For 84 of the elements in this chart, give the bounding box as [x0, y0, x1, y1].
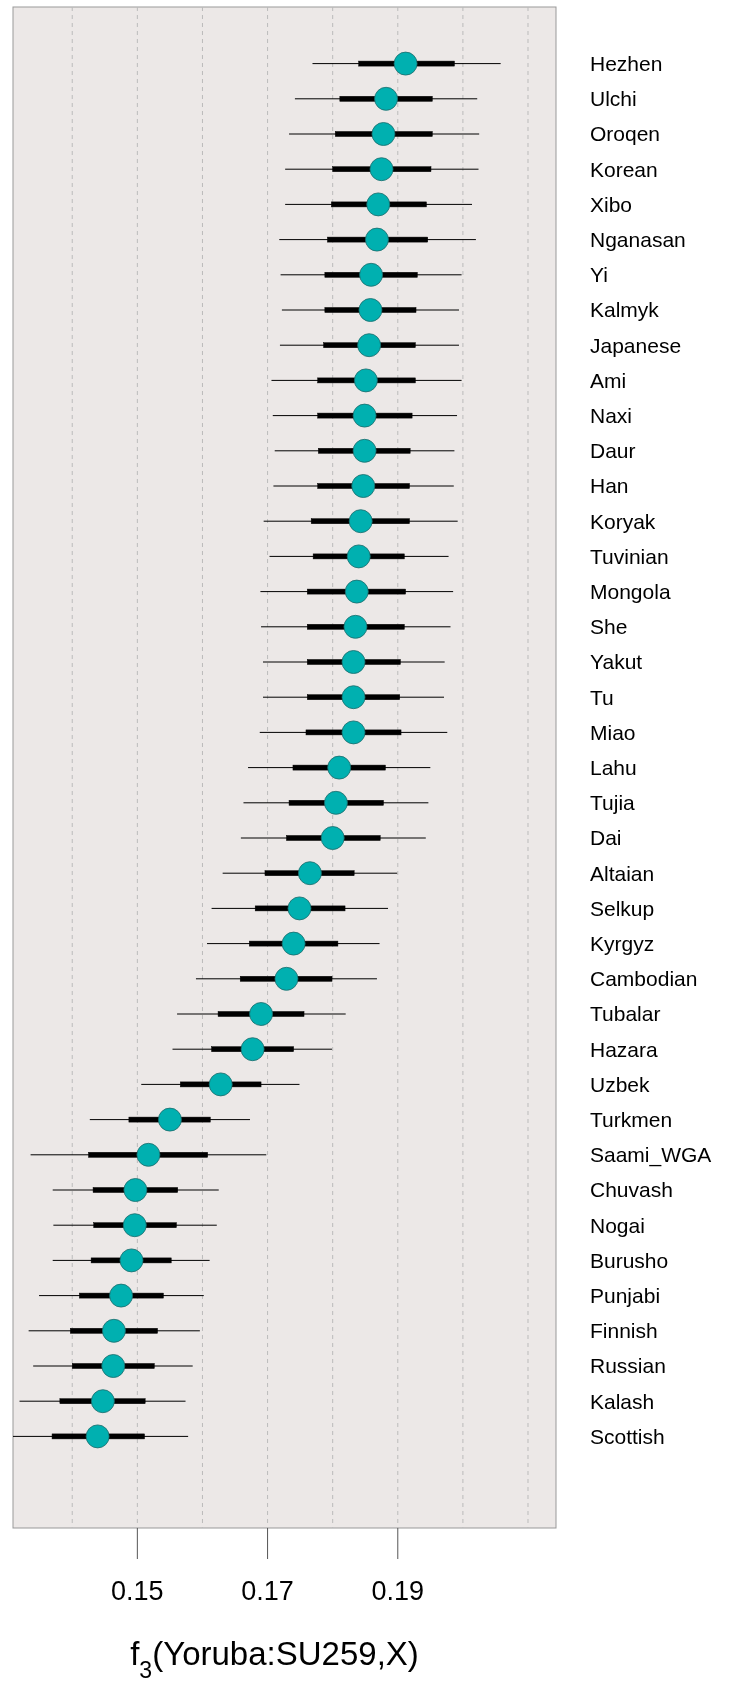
- y-tick-label: Dai: [590, 826, 622, 850]
- point: [208, 1072, 233, 1097]
- y-tick-label: She: [590, 615, 628, 639]
- x-tick-label: 0.17: [241, 1576, 294, 1606]
- point: [320, 826, 345, 850]
- point: [348, 509, 373, 534]
- point: [158, 1107, 182, 1132]
- point: [365, 227, 389, 252]
- y-tick-label: Tu: [590, 685, 614, 709]
- y-tick-label: Lahu: [590, 755, 637, 779]
- point: [341, 650, 366, 674]
- y-tick-label: Chuvash: [590, 1178, 673, 1202]
- point: [122, 1213, 147, 1238]
- point: [341, 685, 366, 710]
- y-tick-label: Miao: [590, 720, 636, 744]
- y-tick-label: Ami: [590, 368, 627, 392]
- point: [102, 1318, 126, 1343]
- point: [136, 1142, 161, 1167]
- y-tick-label: Xibo: [590, 192, 633, 216]
- point: [346, 544, 371, 569]
- point: [249, 1002, 273, 1026]
- y-tick-label: Koryak: [590, 509, 656, 533]
- point: [357, 333, 382, 358]
- y-tick-label: Hazara: [590, 1037, 659, 1061]
- point: [119, 1248, 144, 1273]
- x-tick-label: 0.19: [371, 1576, 425, 1606]
- y-tick-label: Russian: [590, 1354, 666, 1378]
- y-tick-label: Daur: [590, 439, 636, 463]
- point: [297, 861, 322, 886]
- point: [374, 86, 398, 111]
- point: [358, 298, 383, 322]
- y-tick-label: Yakut: [590, 650, 643, 674]
- x-tick-label: 0.15: [111, 1576, 164, 1606]
- y-tick-label: Tubalar: [590, 1002, 661, 1026]
- point: [85, 1424, 110, 1449]
- point: [240, 1037, 265, 1062]
- y-tick-label: Korean: [590, 157, 658, 181]
- y-tick-label: Cambodian: [590, 967, 698, 991]
- point: [344, 579, 369, 604]
- point: [324, 790, 348, 815]
- y-tick-label: Mongola: [590, 579, 671, 603]
- y-tick-label: Han: [590, 474, 629, 498]
- point: [101, 1354, 126, 1378]
- y-tick-label: Nganasan: [590, 227, 686, 251]
- point: [123, 1178, 148, 1202]
- y-tick-label: Selkup: [590, 896, 655, 920]
- y-tick-label: Altaian: [590, 861, 655, 885]
- y-tick-label: Burusho: [590, 1248, 669, 1272]
- y-tick-label: Kalash: [590, 1389, 655, 1413]
- y-tick-label: Nogai: [590, 1213, 645, 1237]
- y-tick-label: Naxi: [590, 403, 633, 427]
- point: [366, 192, 391, 217]
- x-axis-title: f$_{3}$(Yoruba:SU259,X): [130, 1635, 419, 1683]
- y-tick-label: Saami_WGA: [590, 1143, 712, 1168]
- point: [352, 438, 377, 463]
- point: [287, 896, 312, 921]
- point: [109, 1283, 133, 1308]
- point: [369, 157, 394, 182]
- point: [371, 122, 396, 146]
- point: [352, 403, 377, 428]
- y-tick-label: Scottish: [590, 1424, 665, 1448]
- point: [341, 720, 366, 745]
- y-tick-label: Punjabi: [590, 1283, 661, 1307]
- point: [359, 262, 383, 287]
- y-tick-label: Kalmyk: [590, 298, 660, 322]
- y-tick-label: Hezhen: [590, 51, 663, 75]
- y-tick-label: Ulchi: [590, 87, 637, 111]
- point: [281, 931, 306, 956]
- y-tick-label: Tuvinian: [590, 544, 669, 568]
- point: [90, 1389, 115, 1414]
- y-tick-label: Yi: [590, 263, 608, 287]
- y-tick-label: Uzbek: [590, 1072, 651, 1096]
- y-tick-label: Tujia: [590, 791, 636, 815]
- point: [351, 474, 376, 498]
- point: [353, 368, 378, 393]
- y-tick-label: Kyrgyz: [590, 931, 655, 955]
- point: [274, 966, 299, 991]
- point: [343, 614, 368, 639]
- y-tick-label: Oroqen: [590, 122, 661, 146]
- y-tick-label: Finnish: [590, 1319, 658, 1343]
- y-tick-label: Japanese: [590, 333, 682, 357]
- point: [327, 755, 352, 780]
- point: [393, 51, 418, 76]
- y-tick-label: Turkmen: [590, 1107, 673, 1131]
